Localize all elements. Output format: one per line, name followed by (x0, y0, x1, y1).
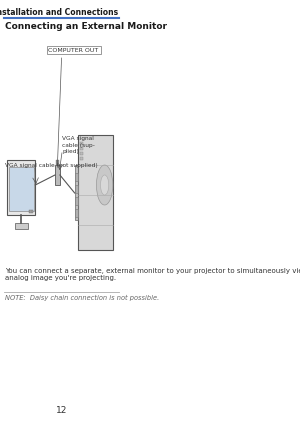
Bar (75, 173, 77, 181)
Bar (75, 209, 77, 217)
Bar (75, 165, 78, 220)
Bar (9, 167, 34, 211)
Bar (78, 135, 113, 250)
Bar (80, 157, 83, 160)
Bar (75, 197, 77, 205)
Text: 2. Installation and Connections: 2. Installation and Connections (0, 8, 118, 16)
Bar (8, 160, 35, 215)
Bar (15, 223, 28, 229)
Bar (56, 160, 57, 165)
Text: Connecting an External Monitor: Connecting an External Monitor (5, 22, 167, 30)
Text: VGA signal
cable (sup-
plied): VGA signal cable (sup- plied) (62, 136, 95, 154)
Bar (80, 152, 83, 155)
Bar (32, 210, 33, 213)
Bar (58, 160, 59, 165)
Text: NOTE:  Daisy chain connection is not possible.: NOTE: Daisy chain connection is not poss… (5, 295, 159, 301)
Bar (55, 165, 60, 185)
Bar (80, 147, 83, 150)
Text: 12: 12 (56, 406, 67, 415)
Bar (29, 210, 30, 213)
Text: VGA signal cable (not supplied): VGA signal cable (not supplied) (5, 162, 98, 168)
Bar (75, 185, 77, 193)
Circle shape (100, 175, 109, 195)
Text: COMPUTER OUT: COMPUTER OUT (48, 47, 99, 52)
Bar (30, 210, 31, 213)
Text: You can connect a separate, external monitor to your projector to simultaneously: You can connect a separate, external mon… (5, 268, 300, 281)
Bar (80, 142, 83, 145)
Bar (57, 160, 58, 165)
Circle shape (96, 165, 113, 205)
